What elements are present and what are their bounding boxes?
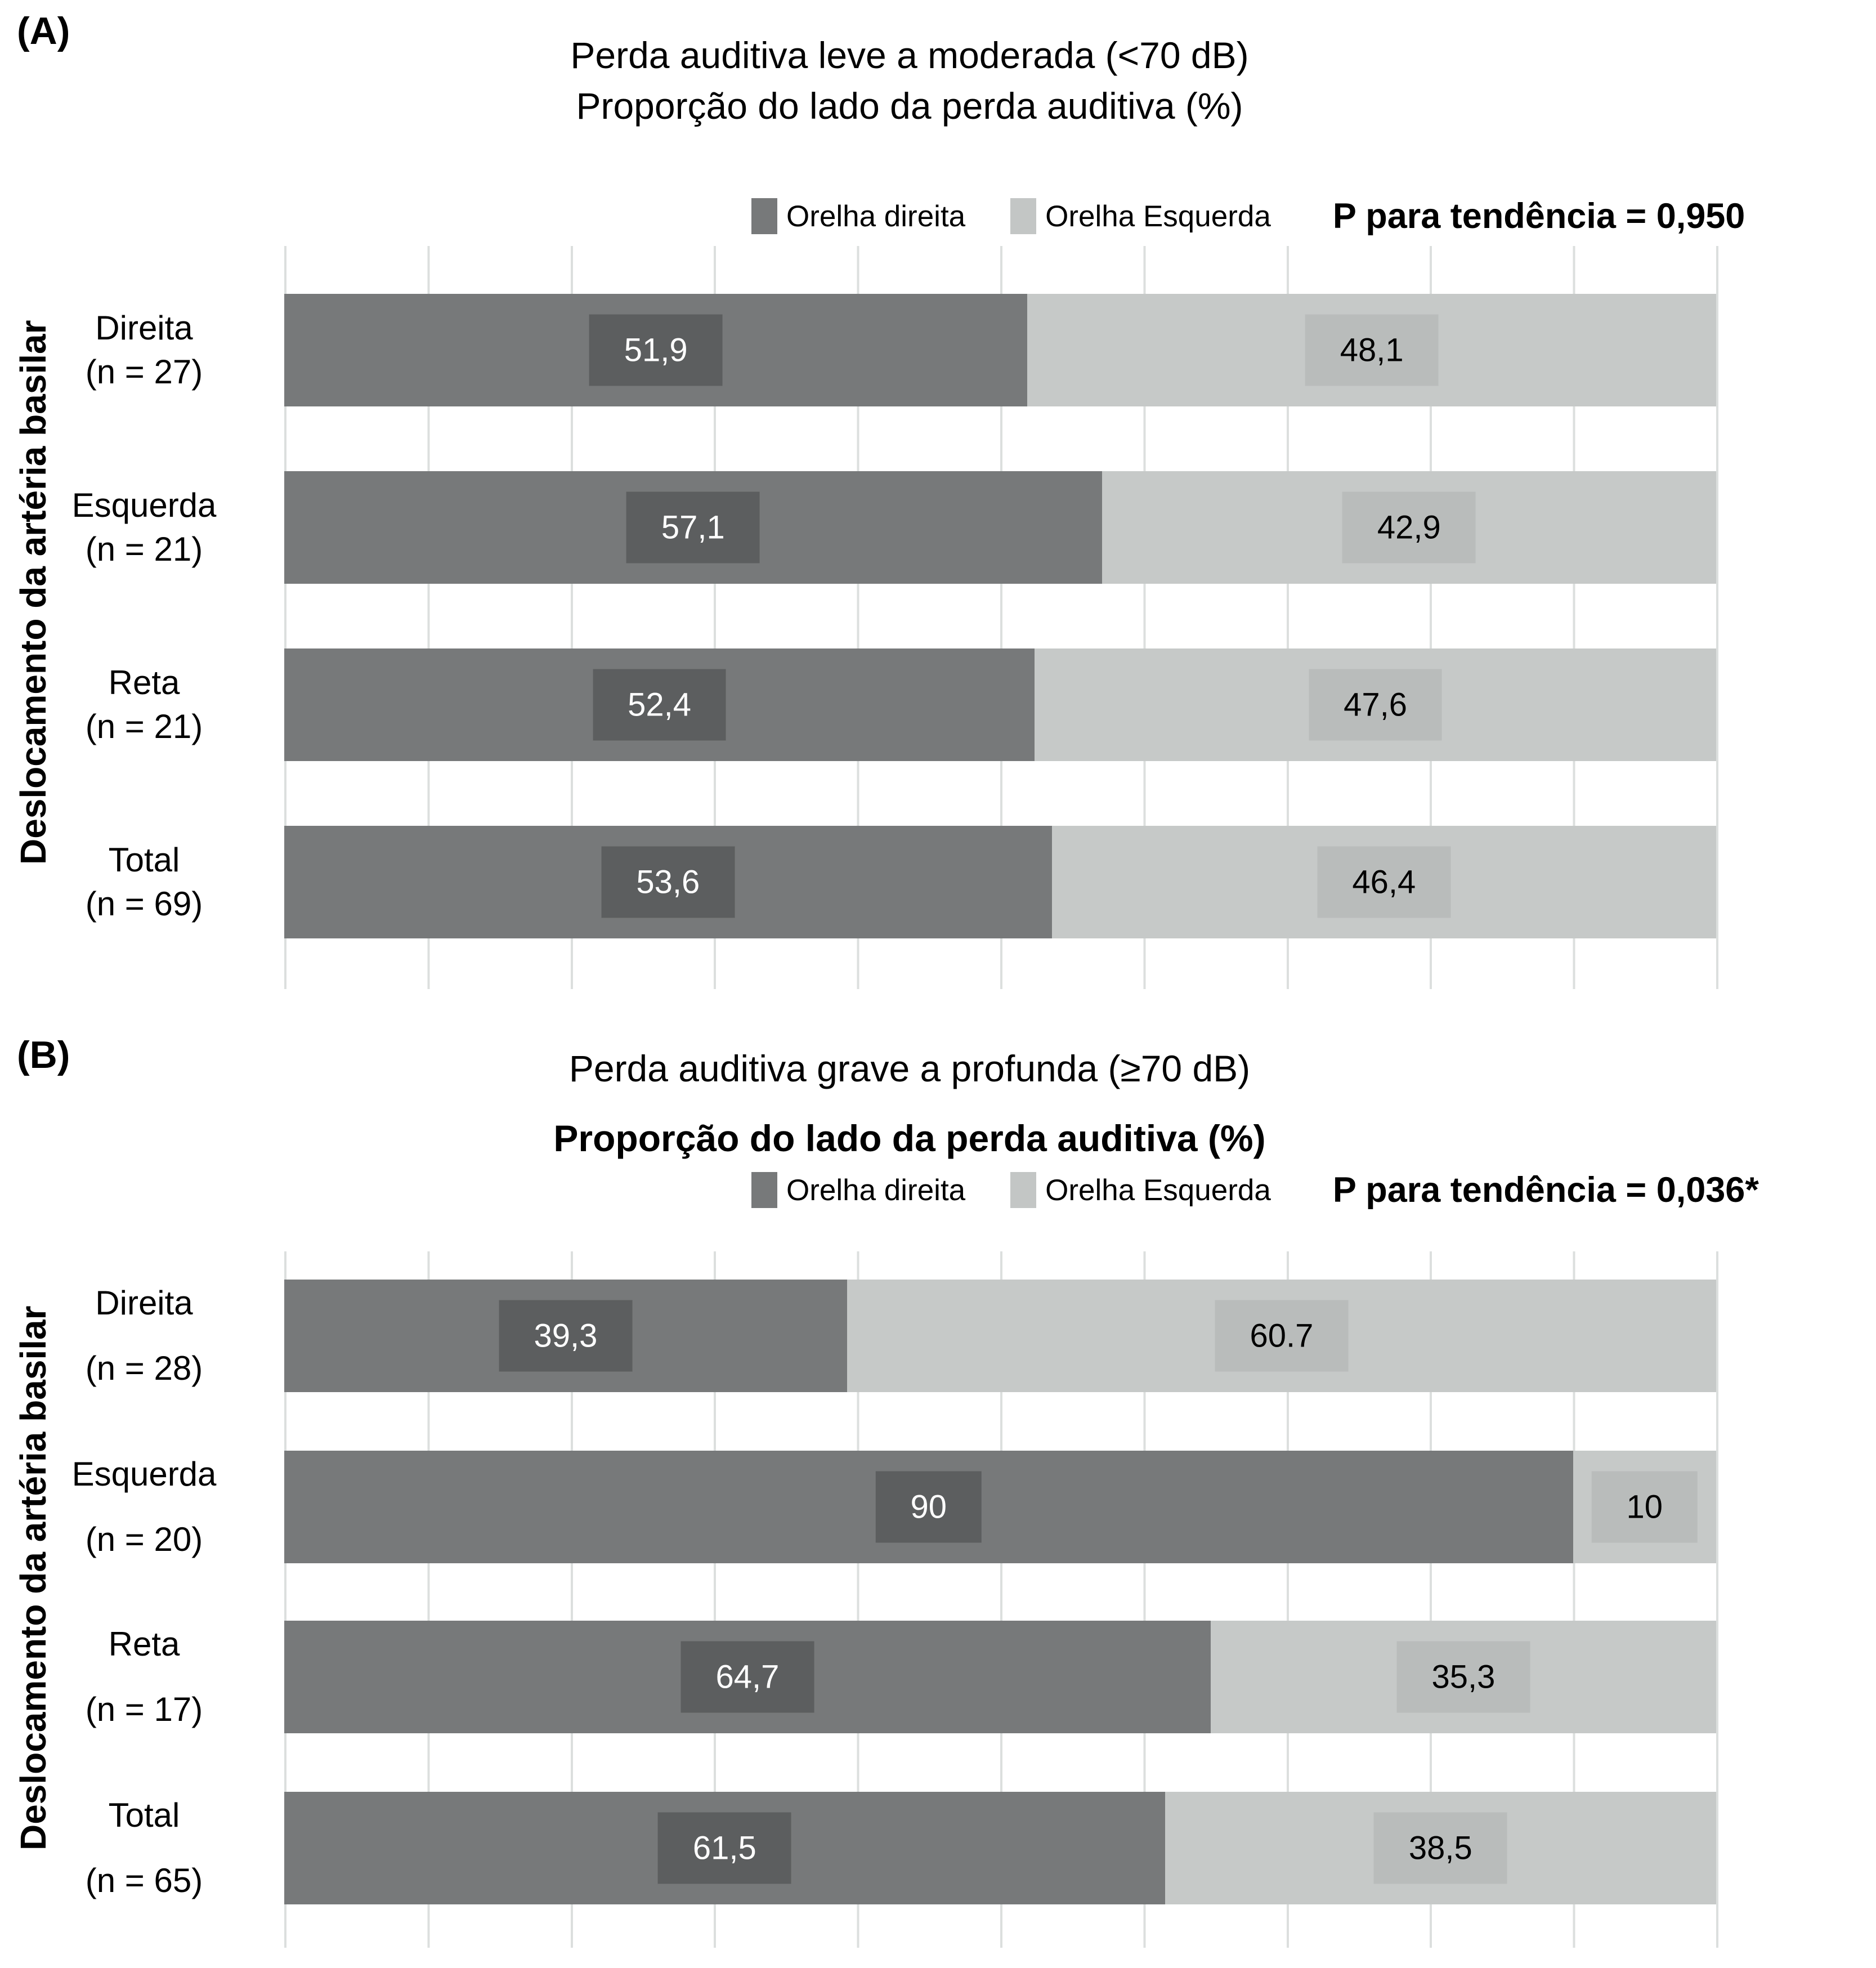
bar-segment-left-ear: 46,4: [1051, 826, 1716, 938]
panel-a-plot-area: 51,9 48,1 57,1 42,9 52,4 47,6 53,6: [284, 246, 1718, 938]
p-trend-annotation: P para tendência = 0,950: [1332, 196, 1745, 236]
category-name: Direita: [95, 1284, 193, 1322]
bar-segment-left-ear: 42,9: [1102, 471, 1716, 584]
category-name: Esquerda: [71, 486, 217, 524]
bar-row: 57,1 42,9: [284, 471, 1716, 584]
left-ear-legend-swatch: [1010, 198, 1037, 234]
bar-segment-right-ear: 52,4: [284, 648, 1035, 761]
category-n: (n = 27): [85, 353, 203, 391]
category-label: Total (n = 69): [20, 838, 268, 926]
panel-a-legend: Orelha direita Orelha Esquerda P para te…: [751, 196, 1745, 236]
panel-a-title-line2: Proporção do lado da perda auditiva (%): [576, 85, 1243, 127]
category-n: (n = 65): [85, 1862, 203, 1899]
category-label: Direita (n = 27): [20, 306, 268, 394]
bar-value-label: 42,9: [1342, 491, 1476, 563]
category-label: Esquerda (n = 20): [20, 1442, 268, 1572]
left-ear-legend-group: Orelha Esquerda: [1010, 198, 1271, 234]
category-name: Reta: [108, 664, 180, 701]
category-label: Reta (n = 17): [20, 1612, 268, 1742]
bar-value-label: 64,7: [680, 1641, 814, 1713]
panel-b-tag: (B): [17, 1034, 70, 1076]
bar-row: 52,4 47,6: [284, 648, 1716, 761]
p-trend-annotation: P para tendência = 0,036*: [1332, 1170, 1759, 1210]
bar-segment-right-ear: 90: [284, 1451, 1573, 1563]
panel-b-title-line1: Perda auditiva grave a profunda (≥70 dB): [568, 1048, 1251, 1089]
category-n: (n = 17): [85, 1690, 203, 1728]
category-n: (n = 28): [85, 1349, 203, 1387]
bar-row: 61,5 38,5: [284, 1792, 1716, 1904]
bar-row: 51,9 48,1: [284, 294, 1716, 406]
category-name: Esquerda: [71, 1455, 217, 1493]
bar-segment-right-ear: 39,3: [284, 1280, 847, 1392]
bar-row: 90 10: [284, 1451, 1716, 1563]
category-label: Reta (n = 21): [20, 661, 268, 749]
category-label: Total (n = 65): [20, 1783, 268, 1913]
bar-value-label: 35,3: [1396, 1641, 1530, 1713]
category-n: (n = 21): [85, 530, 203, 568]
right-ear-legend-swatch: [751, 198, 777, 234]
panel-a-tag: (A): [17, 10, 70, 52]
left-ear-legend-group: Orelha Esquerda: [1010, 1172, 1271, 1208]
bar-value-label: 53,6: [601, 846, 735, 918]
bar-segment-right-ear: 64,7: [284, 1621, 1211, 1733]
bar-value-label: 60.7: [1215, 1300, 1349, 1372]
bar-value-label: 10: [1591, 1471, 1698, 1543]
bar-value-label: 39,3: [499, 1300, 633, 1372]
left-ear-legend-label: Orelha Esquerda: [1045, 199, 1271, 233]
bar-segment-right-ear: 53,6: [284, 826, 1052, 938]
category-name: Total: [108, 841, 180, 879]
bar-value-label: 51,9: [589, 314, 723, 386]
panel-b-plot-area: 39,3 60.7 90 10 64,7 35,3 61,5: [284, 1251, 1718, 1904]
right-ear-legend-label: Orelha direita: [786, 199, 966, 233]
bar-segment-left-ear: 35,3: [1210, 1621, 1716, 1733]
panel-b-axis-ticks: [284, 1904, 1718, 1948]
bar-row: 53,6 46,4: [284, 826, 1716, 938]
bar-segment-left-ear: 10: [1573, 1451, 1716, 1563]
bar-row: 64,7 35,3: [284, 1621, 1716, 1733]
bar-value-label: 90: [875, 1471, 982, 1543]
left-ear-legend-swatch: [1010, 1172, 1037, 1208]
bar-value-label: 46,4: [1317, 846, 1451, 918]
category-label: Direita (n = 28): [20, 1271, 268, 1401]
bar-segment-left-ear: 48,1: [1027, 294, 1716, 406]
bar-segment-left-ear: 47,6: [1035, 648, 1716, 761]
bar-value-label: 61,5: [657, 1812, 791, 1884]
bar-segment-right-ear: 51,9: [284, 294, 1028, 406]
panel-a-title-line1: Perda auditiva leve a moderada (<70 dB): [570, 34, 1249, 76]
bar-value-label: 48,1: [1305, 314, 1439, 386]
category-label: Esquerda (n = 21): [20, 484, 268, 571]
category-n: (n = 69): [85, 885, 203, 923]
bar-value-label: 52,4: [593, 669, 726, 741]
panel-b-title-line2: Proporção do lado da perda auditiva (%): [553, 1117, 1266, 1159]
panel-a-axis-ticks: [284, 938, 1718, 989]
bar-value-label: 57,1: [626, 491, 760, 563]
category-n: (n = 20): [85, 1520, 203, 1558]
category-name: Total: [108, 1796, 180, 1834]
panel-b-legend: Orelha direita Orelha Esquerda P para te…: [751, 1170, 1759, 1210]
category-name: Reta: [108, 1625, 180, 1663]
bar-segment-left-ear: 38,5: [1165, 1792, 1716, 1904]
right-ear-legend-swatch: [751, 1172, 777, 1208]
bar-value-label: 38,5: [1373, 1812, 1507, 1884]
right-ear-legend-label: Orelha direita: [786, 1173, 966, 1207]
bar-segment-right-ear: 61,5: [284, 1792, 1165, 1904]
category-name: Direita: [95, 309, 193, 347]
bar-segment-left-ear: 60.7: [847, 1280, 1716, 1392]
bar-value-label: 47,6: [1309, 669, 1442, 741]
category-n: (n = 21): [85, 708, 203, 745]
bar-segment-right-ear: 57,1: [284, 471, 1102, 584]
bar-row: 39,3 60.7: [284, 1280, 1716, 1392]
left-ear-legend-label: Orelha Esquerda: [1045, 1173, 1271, 1207]
